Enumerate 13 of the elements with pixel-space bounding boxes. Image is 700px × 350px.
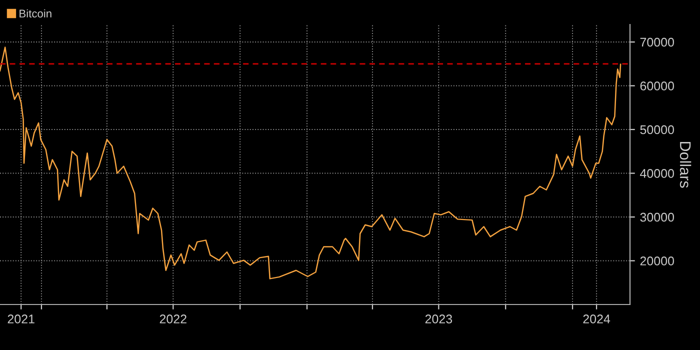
- x-tick-label: 2024: [583, 314, 610, 324]
- y-tick-label: 30000: [640, 212, 674, 222]
- y-tick-label: 40000: [640, 169, 674, 178]
- y-axis-title: Dollars: [680, 142, 692, 188]
- y-tick-label: 50000: [640, 125, 674, 134]
- y-tick-label: 60000: [640, 82, 674, 90]
- y-tick-label: 70000: [640, 38, 674, 47]
- y-tick-label: 20000: [640, 256, 674, 266]
- x-tick-label: 2021: [8, 314, 34, 324]
- x-tick-label: 2023: [425, 314, 452, 324]
- legend-label: Bitcoin: [20, 9, 52, 18]
- line-series: [0, 46, 622, 280]
- x-tick-label: 2022: [160, 314, 186, 324]
